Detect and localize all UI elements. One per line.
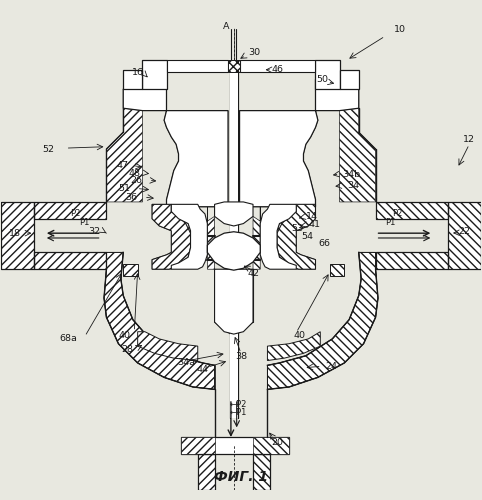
Text: ←P2: ←P2 [230, 400, 247, 409]
Text: 36: 36 [125, 192, 138, 202]
Text: ←P1: ←P1 [230, 408, 247, 417]
Polygon shape [34, 252, 107, 269]
Polygon shape [253, 204, 260, 269]
Polygon shape [152, 204, 190, 269]
Polygon shape [316, 60, 339, 89]
Polygon shape [268, 332, 321, 360]
Polygon shape [268, 252, 378, 390]
Text: 48: 48 [128, 168, 140, 177]
Polygon shape [123, 80, 228, 206]
Polygon shape [240, 60, 316, 72]
Polygon shape [260, 204, 296, 269]
Text: P1: P1 [385, 218, 395, 226]
Polygon shape [240, 80, 359, 206]
Text: P2: P2 [70, 210, 80, 218]
Text: 14: 14 [306, 212, 318, 221]
Polygon shape [375, 252, 448, 269]
Text: 34a: 34a [177, 358, 195, 368]
Polygon shape [143, 60, 166, 89]
Polygon shape [104, 252, 214, 390]
Polygon shape [123, 264, 138, 276]
Polygon shape [138, 332, 198, 360]
Text: 68a: 68a [60, 334, 78, 344]
Polygon shape [214, 269, 253, 334]
Text: 32: 32 [88, 227, 100, 236]
Polygon shape [123, 70, 143, 89]
Bar [230, 60, 238, 418]
Text: 38: 38 [235, 352, 247, 361]
Polygon shape [214, 202, 253, 226]
Text: 52: 52 [43, 144, 55, 154]
Text: 42: 42 [247, 268, 259, 278]
Polygon shape [0, 202, 34, 269]
Text: 22: 22 [458, 227, 470, 236]
Polygon shape [181, 438, 214, 454]
Polygon shape [339, 70, 359, 89]
Text: 16: 16 [132, 68, 144, 76]
Polygon shape [375, 202, 448, 219]
Polygon shape [152, 204, 190, 269]
Text: 47: 47 [116, 162, 128, 170]
Text: 12: 12 [463, 135, 475, 144]
Polygon shape [198, 454, 214, 490]
Text: 24: 24 [325, 362, 337, 371]
Text: 18: 18 [9, 228, 21, 237]
Polygon shape [339, 108, 375, 202]
Text: 40: 40 [119, 330, 131, 340]
Polygon shape [181, 438, 289, 454]
Text: 10: 10 [394, 26, 405, 35]
Polygon shape [277, 204, 316, 269]
Polygon shape [25, 44, 443, 442]
Polygon shape [123, 80, 228, 206]
Text: ФИГ. 1: ФИГ. 1 [214, 470, 268, 484]
Polygon shape [316, 60, 339, 89]
Text: 44: 44 [197, 364, 209, 374]
Text: 28: 28 [121, 346, 133, 354]
Text: P2: P2 [392, 210, 402, 218]
Polygon shape [34, 202, 107, 219]
Text: 50: 50 [317, 75, 329, 84]
Polygon shape [240, 60, 316, 72]
Text: 34: 34 [347, 180, 359, 190]
Polygon shape [166, 60, 228, 72]
Text: 30: 30 [248, 48, 260, 58]
Polygon shape [123, 70, 143, 89]
Text: 40: 40 [294, 330, 306, 340]
Text: 51: 51 [119, 184, 131, 193]
Polygon shape [207, 232, 260, 270]
Polygon shape [207, 204, 214, 269]
Text: 46: 46 [271, 66, 283, 74]
Text: 34b: 34b [342, 170, 360, 178]
Polygon shape [448, 202, 482, 269]
Text: P1: P1 [80, 218, 90, 226]
Polygon shape [253, 438, 289, 454]
Text: 66: 66 [318, 240, 330, 248]
Polygon shape [339, 70, 359, 89]
Text: 41: 41 [308, 220, 320, 229]
Text: 54: 54 [301, 232, 313, 241]
Polygon shape [228, 60, 240, 72]
Text: 53: 53 [292, 224, 304, 233]
Polygon shape [166, 60, 228, 72]
Polygon shape [330, 264, 344, 276]
Text: 26: 26 [131, 176, 143, 185]
Text: 20: 20 [271, 438, 283, 446]
Polygon shape [107, 108, 143, 202]
Polygon shape [277, 204, 316, 269]
Polygon shape [253, 454, 270, 490]
Polygon shape [171, 204, 207, 269]
Text: A: A [223, 22, 230, 31]
Polygon shape [240, 80, 359, 206]
Polygon shape [143, 60, 166, 89]
